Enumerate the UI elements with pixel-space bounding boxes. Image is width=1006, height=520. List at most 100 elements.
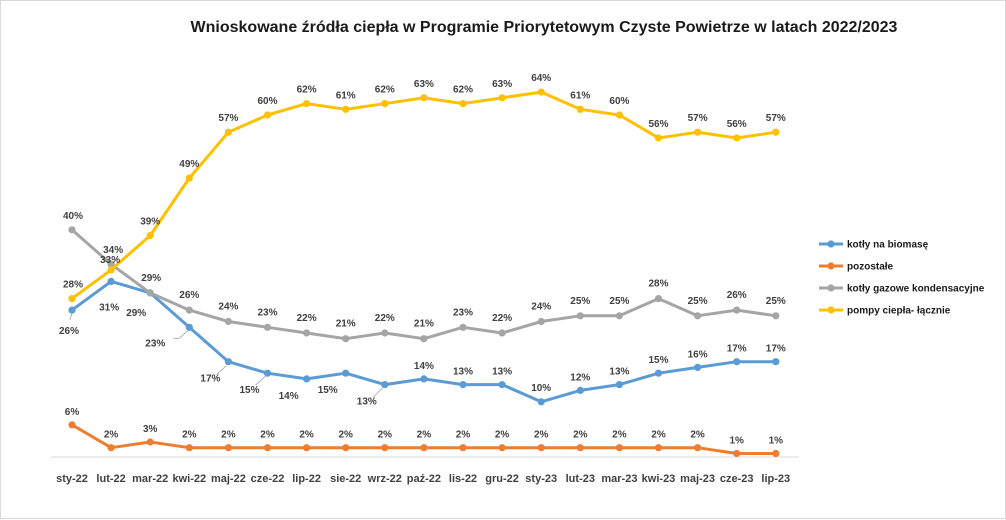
x-tick-label: gru-22 — [485, 473, 519, 485]
data-point — [772, 449, 780, 458]
legend-item: pozostałe — [819, 262, 894, 273]
data-point — [263, 111, 272, 119]
legend-marker — [827, 306, 835, 314]
leader-line — [69, 312, 73, 321]
x-tick-label: kwi-22 — [172, 473, 206, 485]
data-label: 24% — [218, 302, 238, 313]
legend-item: kotły gazowe kondensacyjne — [819, 284, 985, 295]
data-label: 29% — [126, 308, 146, 319]
data-label: 2% — [182, 430, 197, 441]
data-label: 62% — [375, 85, 395, 96]
x-tick-label: lis-22 — [449, 473, 477, 485]
data-point — [303, 100, 311, 108]
data-label: 26% — [59, 326, 79, 337]
data-point — [303, 375, 311, 383]
data-point — [342, 335, 350, 343]
data-point — [107, 277, 115, 285]
legend-label: pompy ciepła- łącznie — [847, 306, 951, 317]
data-point — [733, 358, 741, 366]
legend-item: pompy ciepła- łącznie — [819, 306, 951, 317]
data-point — [694, 128, 702, 136]
data-label: 29% — [141, 273, 161, 284]
data-point — [107, 444, 115, 452]
data-point — [459, 100, 467, 108]
data-label: 2% — [612, 430, 627, 441]
data-point — [68, 306, 76, 314]
data-point — [654, 444, 663, 452]
data-point — [576, 444, 584, 452]
data-label: 2% — [338, 430, 353, 441]
data-label: 2% — [456, 430, 471, 441]
data-label: 22% — [375, 313, 395, 324]
data-point — [381, 444, 389, 452]
data-point — [381, 100, 389, 108]
data-label: 49% — [179, 159, 199, 170]
legend-item: kotły na biomasę — [819, 240, 929, 251]
legend-marker — [827, 262, 835, 270]
data-point — [615, 111, 624, 119]
data-point — [224, 358, 232, 366]
leader-line — [255, 375, 266, 386]
data-label: 25% — [766, 296, 786, 307]
data-point — [537, 317, 545, 326]
data-label: 15% — [239, 385, 259, 396]
data-label: 13% — [609, 367, 629, 378]
data-label: 64% — [531, 73, 551, 84]
leader-line — [216, 365, 227, 375]
data-label: 23% — [453, 307, 473, 318]
data-point — [303, 329, 311, 337]
data-label: 14% — [279, 391, 299, 402]
data-label: 62% — [453, 85, 473, 96]
data-label: 23% — [257, 307, 277, 318]
data-label: 28% — [63, 280, 83, 291]
data-label: 13% — [492, 367, 512, 378]
data-label: 2% — [104, 430, 119, 441]
data-label: 2% — [378, 430, 393, 441]
data-point — [146, 438, 154, 446]
data-point — [615, 381, 624, 389]
data-point — [654, 295, 663, 303]
data-point — [420, 375, 428, 383]
data-point — [185, 444, 193, 452]
data-label: 13% — [453, 367, 473, 378]
x-tick-label: kwi-23 — [642, 473, 676, 485]
leader-line — [372, 387, 384, 398]
data-point — [263, 444, 272, 452]
x-tick-label: maj-22 — [211, 473, 246, 485]
data-label: 17% — [727, 344, 747, 355]
data-label: 57% — [766, 113, 786, 124]
data-point — [342, 369, 350, 377]
x-tick-label: lut-22 — [96, 473, 125, 485]
x-tick-label: lip-22 — [292, 473, 321, 485]
data-label: 34% — [103, 245, 123, 256]
data-point — [733, 134, 741, 142]
data-label: 25% — [688, 296, 708, 307]
data-label: 63% — [414, 79, 434, 90]
x-tick-label: sie-22 — [330, 473, 361, 485]
data-point — [537, 398, 545, 406]
x-tick-label: maj-23 — [680, 473, 715, 485]
data-label: 61% — [336, 90, 356, 101]
data-label: 16% — [688, 349, 708, 360]
data-point — [146, 289, 154, 297]
data-label: 57% — [688, 113, 708, 124]
x-tick-label: wrz-22 — [367, 473, 402, 485]
legend-marker — [827, 284, 835, 292]
data-point — [381, 381, 389, 389]
data-point — [107, 260, 115, 268]
data-label: 40% — [63, 211, 83, 222]
x-tick-label: lut-23 — [566, 473, 595, 485]
data-point — [733, 449, 741, 458]
data-label: 2% — [221, 430, 236, 441]
data-label: 23% — [145, 338, 165, 349]
x-tick-label: mar-22 — [132, 473, 168, 485]
data-label: 25% — [609, 296, 629, 307]
legend-label: pozostałe — [847, 262, 894, 273]
data-point — [772, 358, 780, 366]
data-point — [694, 363, 702, 371]
data-point — [576, 312, 584, 320]
data-label: 56% — [648, 119, 668, 130]
legend: kotły na biomasę pozostałe kotły gazowe ko… — [819, 240, 985, 317]
data-point — [68, 421, 76, 429]
